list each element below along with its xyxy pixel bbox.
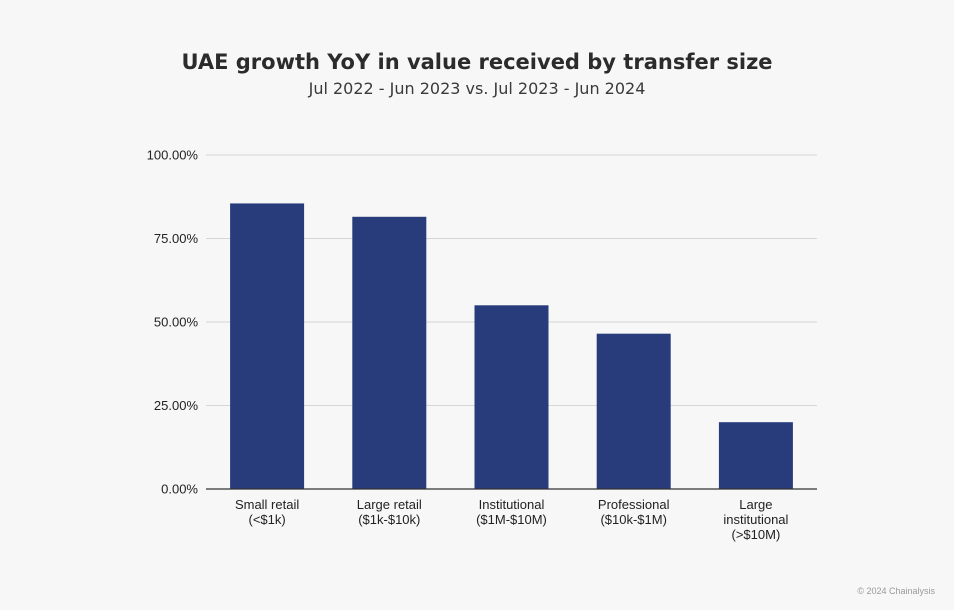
bar — [230, 203, 305, 489]
bar — [596, 333, 671, 489]
bar — [474, 305, 549, 489]
chart-subtitle: Jul 2022 - Jun 2023 vs. Jul 2023 - Jun 2… — [308, 79, 646, 98]
y-tick-label: 100.00% — [147, 148, 199, 163]
y-tick-label: 75.00% — [154, 231, 199, 246]
bar — [718, 422, 793, 489]
chart-title: UAE growth YoY in value received by tran… — [181, 50, 773, 74]
y-tick-label: 25.00% — [154, 398, 199, 413]
x-tick-label: Large retail ($1k-$10k) — [357, 497, 422, 527]
y-tick-label: 0.00% — [161, 482, 198, 497]
y-tick-label: 50.00% — [154, 315, 199, 330]
x-tick-label: Institutional ($1M-$10M) — [476, 497, 547, 527]
copyright-footer: © 2024 Chainalysis — [857, 586, 935, 596]
x-tick-label: Large institutional (>$10M) — [723, 497, 788, 542]
x-tick-label: Small retail (<$1k) — [235, 497, 299, 527]
bar — [352, 216, 427, 490]
x-tick-label: Professional ($10k-$1M) — [598, 497, 670, 527]
